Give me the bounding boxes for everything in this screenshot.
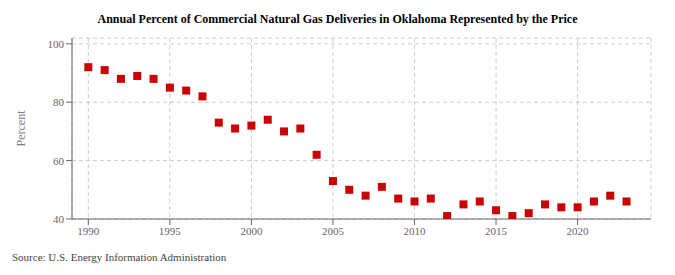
svg-text:2015: 2015 bbox=[485, 225, 508, 237]
svg-text:1995: 1995 bbox=[159, 225, 182, 237]
svg-text:2020: 2020 bbox=[567, 225, 590, 237]
svg-text:60: 60 bbox=[53, 155, 65, 167]
svg-text:Percent: Percent bbox=[14, 110, 28, 147]
svg-text:2000: 2000 bbox=[240, 225, 263, 237]
svg-text:2010: 2010 bbox=[404, 225, 427, 237]
html-text:Source: U.S. Energy Informatio: Source: U.S. Energy Information Administ… bbox=[12, 251, 227, 263]
svg-text:100: 100 bbox=[48, 38, 65, 50]
svg-text:80: 80 bbox=[53, 96, 65, 108]
svg-text:1990: 1990 bbox=[77, 225, 100, 237]
html-text:Annual Percent of Commercial N: Annual Percent of Commercial Natural Gas… bbox=[97, 12, 578, 26]
svg-text:2005: 2005 bbox=[322, 225, 345, 237]
svg-text:40: 40 bbox=[53, 213, 65, 225]
